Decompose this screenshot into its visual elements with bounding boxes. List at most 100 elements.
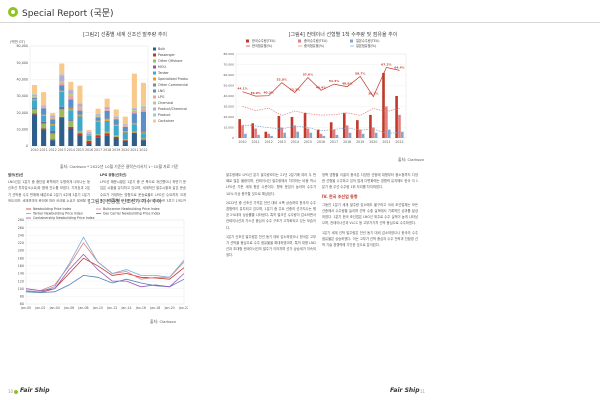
x-tick-label: Jan-00 <box>20 306 31 310</box>
bar-segment <box>95 116 101 118</box>
bar-segment <box>31 114 38 146</box>
bar-segment <box>86 132 92 133</box>
data-label: 48.9% <box>342 82 352 86</box>
bar-segment <box>104 120 110 132</box>
y-tick-label: 140 <box>18 272 24 276</box>
y-tick-label: 0 <box>232 136 234 140</box>
bar-segment <box>95 120 101 121</box>
bar-segment <box>140 111 147 132</box>
paragraph: LNG선은 1분기 중 중단된 화학제가 두명하게 나타나는 등 신조선 투자감… <box>8 180 90 202</box>
bar-segment <box>140 138 147 140</box>
data-label: 43.3% <box>290 88 300 92</box>
x-tick-label: 2020 <box>121 148 129 152</box>
legend-swatch <box>153 65 156 69</box>
bar-segment <box>86 135 92 140</box>
bar-segment <box>131 131 137 133</box>
legend-swatch <box>153 89 156 93</box>
x-tick-label: Jan-16 <box>135 306 146 310</box>
series-line <box>25 253 185 292</box>
x-tick-label: 2011 <box>252 140 260 144</box>
bar-segment <box>59 117 65 146</box>
y-tick-label: 10,000 <box>224 126 235 130</box>
y-tick-label: 60,000 <box>16 44 28 48</box>
x-tick-label: 2010 <box>238 140 246 144</box>
bar <box>306 128 310 138</box>
bar-segment <box>140 139 147 141</box>
paragraph: 정책 영향을 이끌지 중국은 다양한 선종에 대형부터 중소형까지 다양한 선형… <box>322 173 418 190</box>
bar-segment <box>59 109 65 117</box>
bar-segment <box>50 113 56 116</box>
bar-segment <box>131 123 137 125</box>
legend-label: Container <box>158 119 175 123</box>
bar-segment <box>77 114 83 117</box>
bar-segment <box>131 132 137 134</box>
bar-segment <box>41 107 47 109</box>
bar-segment <box>41 108 47 115</box>
paragraph: 1분기 신조선 발주량은 전년 동기 대비 감소하였으나 한국은 고부가 선박을… <box>226 234 316 258</box>
bar-segment <box>50 115 56 116</box>
legend-swatch <box>153 53 156 57</box>
bar <box>356 120 359 138</box>
bar <box>342 112 346 138</box>
chart-price-index: 60 80 100 120 140 160 180 200 220 240 260 280 Jan-00… <box>18 207 188 310</box>
x-tick-label: Jan-10 <box>92 306 103 310</box>
bar-segment <box>140 106 147 109</box>
x-tick-label: 2021 <box>382 140 390 144</box>
bar-segment <box>59 74 65 76</box>
bar-segment <box>68 107 74 109</box>
x-tick-label: Jan-08 <box>77 306 88 310</box>
legend-label: 일본수주량(TEU) <box>356 38 379 43</box>
bar-segment <box>50 116 56 118</box>
bar-segment <box>59 81 65 83</box>
data-label: 45.4% <box>316 85 326 89</box>
bar-segment <box>104 98 110 107</box>
y-tick-label: 100 <box>18 287 24 291</box>
bar-segment <box>86 130 92 132</box>
header-divider <box>0 22 600 23</box>
bar <box>316 129 320 138</box>
text-column-3: 발주량에도 LPG선 분기 발주량보다는 21년 2분기에 여러 두 번째로 많… <box>226 172 316 377</box>
legend-swatch <box>153 71 156 75</box>
legend-label: Bulkcarrier Newbuilding Price Index <box>103 207 160 211</box>
bar-segment <box>131 108 137 110</box>
bar-segment <box>95 114 101 116</box>
bar <box>264 131 268 138</box>
legend-label: 중국수주량(TEU) <box>304 38 327 43</box>
bar-segment <box>131 122 137 124</box>
bar-segment <box>122 131 128 132</box>
y-tick-label: 80,000 <box>224 52 235 56</box>
bar <box>296 131 300 138</box>
bar-segment <box>113 119 119 125</box>
subheading: LPG 유형(신조선) <box>100 173 127 177</box>
legend-label: Other Commercial <box>158 83 188 87</box>
bar <box>267 133 270 138</box>
y-tick-label: 180 <box>18 256 24 260</box>
bar-segment <box>50 123 56 125</box>
figure-3-source: 출처: Clarkson <box>398 157 424 162</box>
bar <box>277 115 281 138</box>
bar <box>369 114 372 138</box>
bar <box>319 133 323 138</box>
x-tick-label: 2014 <box>291 140 299 144</box>
bar-segment <box>59 91 65 92</box>
bar-segment <box>77 131 83 134</box>
y-tick-label: 70,000 <box>224 63 235 67</box>
bar-segment <box>95 115 101 117</box>
bar-segment <box>131 73 137 108</box>
x-tick-label: 2017 <box>330 140 338 144</box>
bar <box>332 129 336 138</box>
bar-segment <box>113 117 119 119</box>
bar-segment <box>77 85 83 104</box>
bar-segment <box>50 140 56 146</box>
data-label: 40.3% <box>263 91 273 95</box>
data-label: 58.7% <box>355 71 365 75</box>
bar <box>254 128 257 138</box>
bar-segment <box>50 139 56 141</box>
bar-segment <box>77 116 83 131</box>
bar-segment <box>95 121 101 135</box>
bar-segment <box>59 82 65 86</box>
bar <box>251 123 255 138</box>
bar-segment <box>95 135 101 138</box>
bar-segment <box>41 128 47 130</box>
bar-segment <box>41 123 47 129</box>
